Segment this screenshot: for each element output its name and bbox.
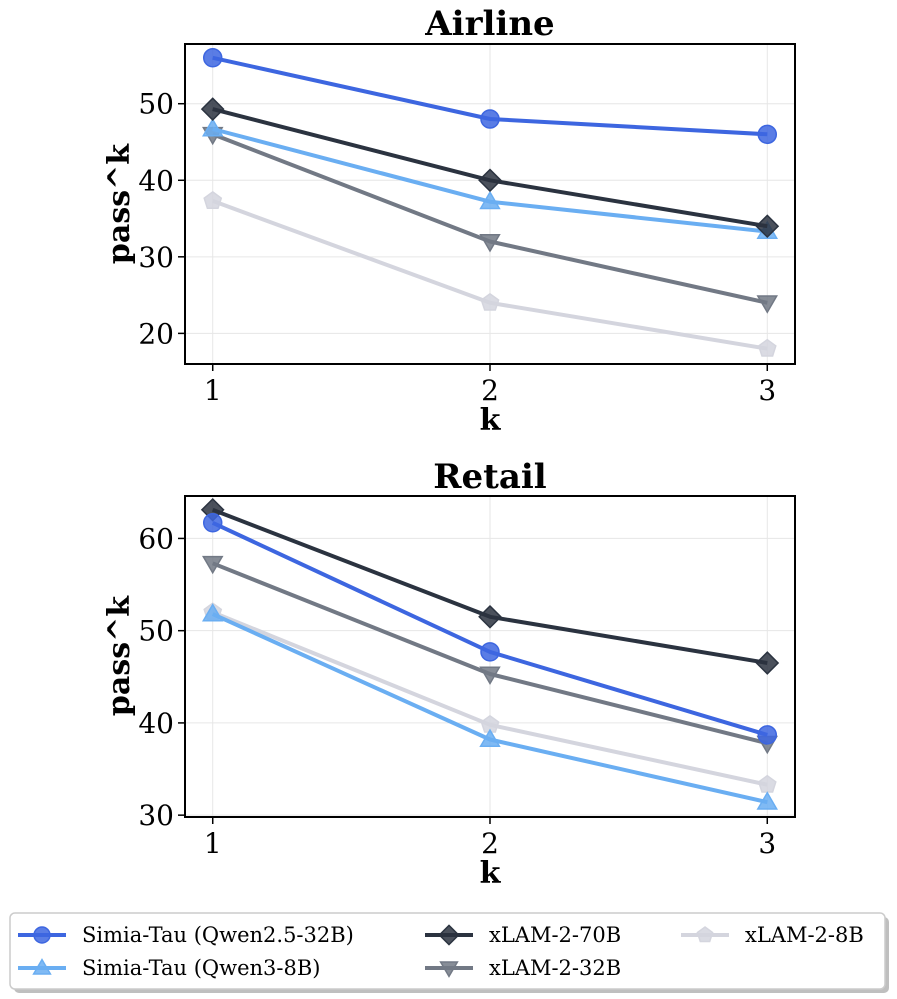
x-tick-label: 3 [758, 827, 776, 860]
x-tick-label: 1 [204, 374, 222, 407]
series-simia-tau-qwen2-5-32b [202, 48, 778, 145]
point-xlam-2-32b-k2 [479, 666, 501, 685]
legend-item-xlam-2-32b: xLAM-2-32B [425, 956, 621, 980]
x-tick-label: 3 [758, 374, 776, 407]
point-simia-tau-qwen3-8b-k2 [479, 728, 501, 748]
point-simia-tau-qwen3-8b-k1 [201, 603, 224, 622]
series-simia-tau-qwen2-5-32b [202, 513, 778, 745]
x-tick-label: 2 [481, 827, 499, 860]
point-simia-tau-qwen2-5-32b-k1 [202, 48, 223, 68]
point-xlam-2-8b-k1 [203, 190, 223, 209]
y-tick-label: 20 [138, 317, 174, 350]
legend-box [9, 912, 886, 990]
point-xlam-2-8b-k3 [757, 774, 777, 793]
x-tick-label: 2 [481, 374, 499, 407]
chart-title-airline: Airline [424, 4, 554, 44]
legend-marker-circle [33, 926, 51, 944]
legend-label: xLAM-2-8B [745, 923, 864, 947]
series-xlam-2-70b [200, 97, 780, 239]
y-tick-label: 40 [138, 707, 174, 740]
legend-item-xlam-2-70b: xLAM-2-70B [425, 923, 621, 947]
point-simia-tau-qwen2-5-32b-k2 [480, 109, 500, 129]
legend: Simia-Tau (Qwen2.5-32B) Simia-Tau (Qwen3-… [9, 912, 889, 993]
chart-airline: Airline 1 2 3 20 30 40 50 k pass^k [102, 4, 796, 438]
series-xlam-2-8b [203, 190, 777, 357]
y-tick-label: 30 [138, 241, 174, 274]
point-xlam-2-32b-k2 [479, 234, 501, 253]
point-xlam-2-70b-k3 [755, 651, 780, 675]
y-tick-label: 50 [138, 88, 174, 121]
point-simia-tau-qwen3-8b-k3 [756, 791, 779, 810]
point-simia-tau-qwen2-5-32b-k2 [480, 642, 500, 662]
series-simia-tau-qwen3-8b [201, 118, 779, 240]
x-tick-label: 1 [204, 827, 222, 860]
y-tick-label: 30 [138, 799, 174, 832]
point-simia-tau-qwen2-5-32b-k1 [202, 513, 223, 533]
chart-retail: Retail 1 2 3 30 40 50 60 k pass^k [102, 457, 796, 891]
x-axis-label-retail: k [480, 856, 502, 891]
legend-label: xLAM-2-70B [489, 923, 621, 947]
legend-item-xlam-2-8b: xLAM-2-8B [681, 923, 864, 947]
series-group-airline [200, 48, 780, 357]
point-simia-tau-qwen2-5-32b-k3 [757, 124, 778, 145]
legend-label: Simia-Tau (Qwen3-8B) [82, 956, 320, 980]
point-xlam-2-70b-k2 [478, 604, 502, 629]
legend-items: Simia-Tau (Qwen2.5-32B) Simia-Tau (Qwen3-… [18, 923, 864, 980]
y-tick-label: 40 [138, 164, 174, 197]
point-xlam-2-70b-k2 [478, 168, 502, 193]
legend-label: xLAM-2-32B [489, 956, 621, 980]
chart-title-retail: Retail [433, 457, 547, 497]
point-xlam-2-32b-k3 [756, 295, 779, 314]
y-tick-label: 60 [138, 522, 174, 555]
point-xlam-2-70b-k1 [200, 97, 225, 121]
legend-marker-pentagon [696, 926, 714, 943]
x-axis-label-airline: k [480, 403, 502, 438]
point-simia-tau-qwen3-8b-k1 [201, 118, 224, 137]
y-tick-label: 50 [138, 615, 174, 648]
legend-marker-triangle-down [439, 961, 459, 978]
legend-marker-triangle-up [32, 958, 52, 975]
point-xlam-2-8b-k2 [480, 292, 500, 311]
y-axis-label-retail: pass^k [102, 595, 137, 716]
series-xlam-2-8b [203, 602, 777, 793]
series-group-retail [200, 497, 780, 810]
y-axis-label-airline: pass^k [102, 143, 137, 264]
ticks-retail: 1 2 3 30 40 50 60 [138, 522, 776, 860]
legend-label: Simia-Tau (Qwen2.5-32B) [82, 923, 354, 947]
legend-marker-diamond [438, 924, 460, 946]
point-xlam-2-32b-k1 [201, 555, 224, 575]
ticks-airline: 1 2 3 20 30 40 50 [138, 88, 776, 407]
point-xlam-2-8b-k3 [757, 338, 777, 357]
series-simia-tau-qwen3-8b [201, 603, 779, 810]
point-xlam-2-70b-k3 [755, 214, 780, 239]
point-simia-tau-qwen2-5-32b-k3 [757, 725, 778, 745]
legend-item-simia-tau-qwen3-8b: Simia-Tau (Qwen3-8B) [18, 956, 320, 980]
point-simia-tau-qwen3-8b-k2 [479, 190, 501, 210]
legend-item-simia-tau-qwen2-5-32b: Simia-Tau (Qwen2.5-32B) [18, 923, 354, 947]
